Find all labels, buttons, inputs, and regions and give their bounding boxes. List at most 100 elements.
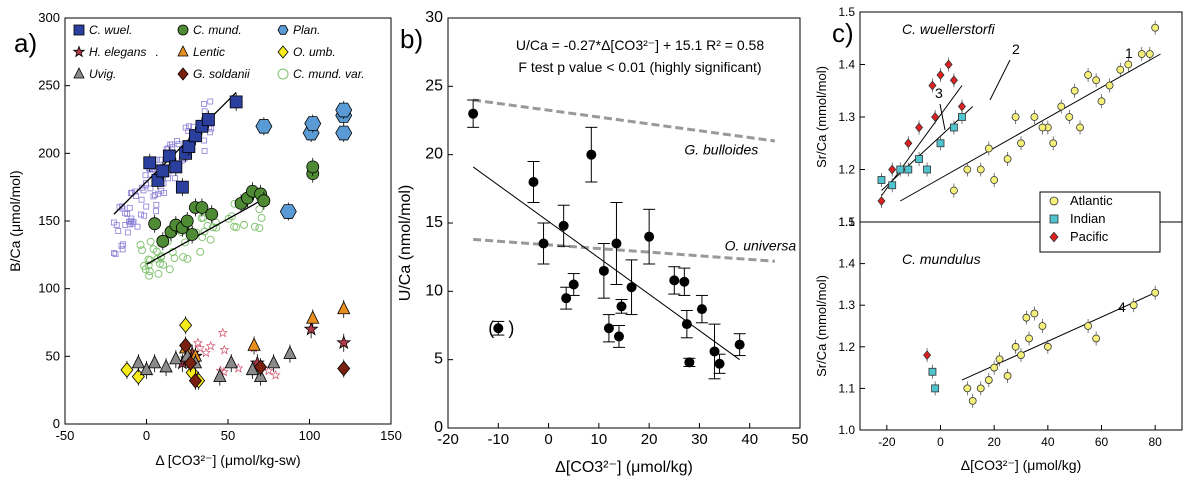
open-star-point	[263, 365, 274, 376]
line-label: 3	[935, 85, 943, 101]
panel-c-x-label: Δ[CO3²⁻] (μmol/kg)	[961, 457, 1081, 473]
open-square-point	[124, 210, 131, 217]
data-point	[202, 113, 215, 126]
data-point	[990, 363, 999, 372]
data-point	[888, 181, 897, 190]
data-point	[179, 337, 193, 354]
data-point	[306, 310, 320, 324]
open-square-point	[172, 175, 179, 182]
open-circle-point	[152, 247, 161, 256]
label-g-bulloides: G. bulloides	[684, 142, 758, 158]
data-point	[923, 165, 931, 174]
line-label: 2	[1012, 41, 1020, 57]
open-square-point	[129, 220, 136, 227]
data-point	[990, 176, 999, 184]
open-circle-point	[136, 240, 145, 249]
data-point	[283, 345, 297, 359]
open-square-point	[182, 124, 189, 131]
open-square-point	[138, 196, 145, 203]
open-square-point	[118, 242, 125, 249]
open-circle-point	[240, 220, 249, 229]
data-point	[195, 201, 209, 214]
data-point	[1145, 50, 1154, 58]
data-point	[681, 319, 692, 330]
data-point	[1151, 288, 1160, 297]
data-point	[984, 376, 993, 384]
y-tick-label: 250	[38, 78, 60, 93]
data-point	[180, 214, 194, 228]
bracket-right: )	[508, 318, 514, 338]
open-square-point	[207, 98, 214, 105]
y-tick-label: 20	[425, 146, 443, 163]
data-point	[915, 122, 924, 133]
legend-marker	[277, 25, 289, 35]
data-point	[904, 165, 913, 174]
y-tick-label: 10	[425, 282, 443, 299]
legend-label: Lentic	[193, 45, 225, 59]
open-circle-point	[170, 254, 179, 263]
data-point	[888, 164, 897, 175]
panel-b-letter: b)	[400, 24, 423, 54]
panel-a-legend: C. wuel. C. mund. Plan. H. elegans Lentic O. …	[72, 23, 365, 81]
data-point	[538, 238, 549, 249]
data-point	[696, 304, 707, 315]
data-point	[1025, 334, 1033, 343]
open-square-point	[140, 187, 147, 194]
open-square-point	[111, 250, 117, 257]
data-point	[963, 165, 972, 174]
line-label: 1	[1125, 45, 1133, 61]
data-point	[156, 164, 170, 178]
legend-label: G. soldanii	[193, 67, 250, 81]
legend-label: O. umb.	[293, 45, 336, 59]
y-tick-label: 1.1	[838, 215, 855, 229]
data-point	[611, 238, 622, 249]
legend-label: C. wuel.	[89, 23, 132, 37]
data-point	[714, 358, 725, 369]
data-point	[958, 113, 966, 121]
open-square-point	[201, 148, 208, 154]
y-tick-label: 200	[38, 145, 60, 160]
line-label: 4	[1118, 299, 1126, 315]
legend-marker	[72, 45, 86, 58]
data-point	[1092, 76, 1101, 85]
data-point	[303, 321, 319, 336]
open-square-point	[208, 125, 215, 132]
open-square-point	[174, 138, 180, 144]
x-tick-label: 0	[544, 431, 552, 448]
data-point	[1137, 50, 1146, 58]
data-point	[179, 317, 193, 334]
panel-b-x-label: Δ[CO3²⁻] (μmol/kg)	[555, 459, 693, 476]
data-point	[159, 359, 173, 373]
open-star-point	[270, 369, 281, 380]
y-tick-label: 1.2	[838, 163, 855, 177]
data-point	[613, 331, 624, 342]
data-point	[279, 204, 297, 219]
open-square-point	[153, 208, 159, 215]
y-tick-label: 50	[46, 348, 60, 363]
data-point	[1011, 113, 1020, 121]
open-square-point	[143, 203, 150, 210]
open-circle-point	[155, 259, 164, 268]
legend-label: Indian	[1070, 211, 1105, 226]
y-tick-label: 1.3	[838, 298, 855, 312]
data-point	[254, 359, 268, 375]
y-tick-label: 1.0	[838, 423, 855, 437]
data-point	[936, 139, 945, 148]
open-square-point	[147, 185, 154, 192]
open-square-point	[152, 192, 158, 198]
data-point	[337, 300, 351, 315]
panel-c-top-y-label: Sr/Ca (mmol/mol)	[814, 66, 829, 168]
open-square-point	[155, 190, 162, 197]
x-tick-label: 20	[987, 435, 1001, 449]
data-point	[1076, 123, 1084, 132]
legend-marker	[1049, 214, 1059, 224]
open-circle-point	[156, 253, 165, 262]
panel-c-ticks: 1.1 1.2 1.3 1.4 1.5 -20 0 20 40 60 80 1.0 1.1 1.2 1.3 1…	[838, 5, 1162, 449]
open-square-point	[126, 218, 132, 225]
x-tick-label: 10	[591, 431, 608, 448]
panel-b: b) -20 -10 0 10 20 30 40 50 0 5 10 15 20 25 30 U/Ca = …	[397, 9, 808, 476]
data-point	[183, 355, 198, 371]
x-tick-label: 30	[691, 431, 708, 448]
data-point	[468, 108, 479, 119]
